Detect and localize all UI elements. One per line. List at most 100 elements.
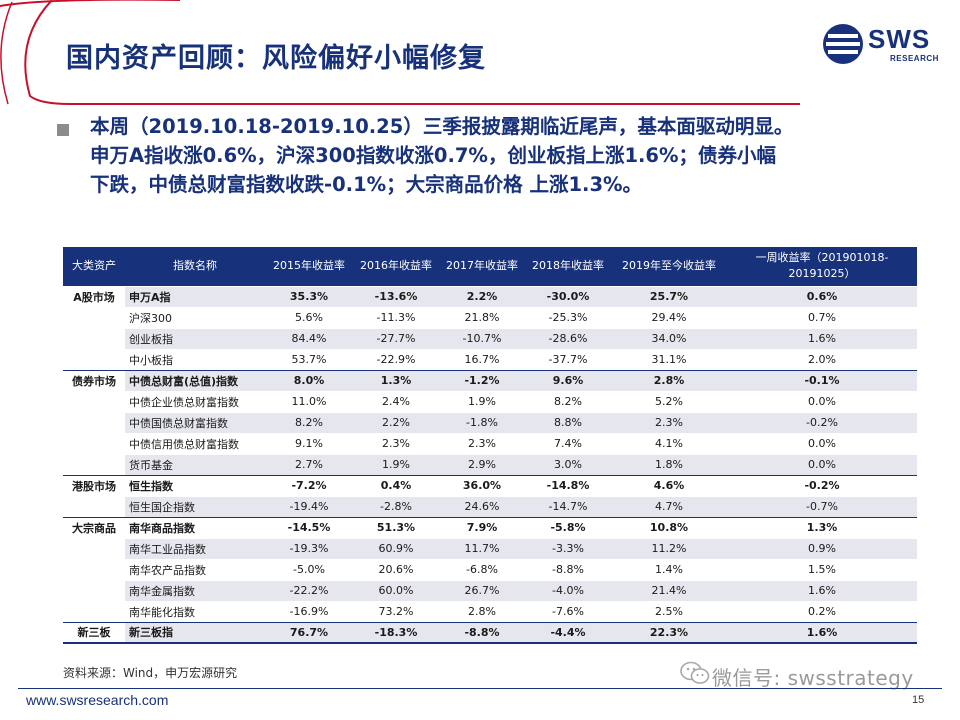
index-name-cell: 南华商品指数 (125, 516, 265, 538)
return-week-cell: 0.2% (727, 600, 917, 622)
index-name-cell: 创业板指 (125, 327, 265, 349)
return-2015-cell: -7.2% (265, 474, 353, 496)
footer-divider (18, 688, 942, 689)
return-ytd-cell: 4.6% (611, 474, 727, 496)
index-name-cell: 货币基金 (125, 453, 265, 475)
return-2016-cell: 60.9% (353, 537, 439, 559)
table-row: 中小板指 53.7% -22.9% 16.7% -37.7% 31.1% 2.0% (63, 348, 917, 370)
return-week-cell: 2.0% (727, 348, 917, 370)
return-ytd-cell: 4.7% (611, 495, 727, 517)
return-2016-cell: 0.4% (353, 474, 439, 496)
return-2016-cell: 20.6% (353, 558, 439, 580)
sws-logo-icon (823, 24, 863, 64)
return-ytd-cell: 1.4% (611, 558, 727, 580)
return-ytd-cell: 31.1% (611, 348, 727, 370)
table-row: 中债企业债总财富指数 11.0% 2.4% 1.9% 8.2% 5.2% 0.0% (63, 390, 917, 412)
return-2018-cell: -14.7% (525, 495, 611, 517)
return-2018-cell: 9.6% (525, 369, 611, 391)
return-2017-cell: 2.2% (439, 285, 525, 307)
asset-class-cell (63, 579, 125, 601)
return-ytd-cell: 1.8% (611, 453, 727, 475)
return-2016-cell: 2.3% (353, 432, 439, 454)
website-link[interactable]: www.swsresearch.com (26, 692, 169, 708)
return-2015-cell: 53.7% (265, 348, 353, 370)
index-name-cell: 新三板指 (125, 621, 265, 644)
return-week-cell: -0.1% (727, 369, 917, 391)
return-2017-cell: 1.9% (439, 390, 525, 412)
summary-line: 申万A指收涨0.6%，沪深300指数收涨0.7%，创业板指上涨1.6%；债券小幅 (90, 144, 777, 167)
index-name-cell: 中小板指 (125, 348, 265, 370)
return-week-cell: 0.6% (727, 285, 917, 307)
index-name-cell: 南华金属指数 (125, 579, 265, 601)
return-2016-cell: -11.3% (353, 306, 439, 328)
return-week-cell: 1.6% (727, 621, 917, 644)
sws-logo: SWS RESEARCH (822, 22, 940, 72)
return-week-cell: -0.2% (727, 411, 917, 433)
summary-line: 下跌，中债总财富指数收跌-0.1%；大宗商品价格 上涨1.3%。 (90, 173, 643, 196)
index-name-cell: 南华能化指数 (125, 600, 265, 622)
return-2018-cell: 8.8% (525, 411, 611, 433)
index-name-cell: 中债总财富(总值)指数 (125, 369, 265, 391)
return-2016-cell: -27.7% (353, 327, 439, 349)
return-ytd-cell: 34.0% (611, 327, 727, 349)
return-2016-cell: -2.8% (353, 495, 439, 517)
column-header: 2017年收益率 (439, 247, 525, 286)
return-ytd-cell: 2.3% (611, 411, 727, 433)
return-2018-cell: -5.8% (525, 516, 611, 538)
index-name-cell: 中债国债总财富指数 (125, 411, 265, 433)
asset-class-cell (63, 306, 125, 328)
return-ytd-cell: 10.8% (611, 516, 727, 538)
return-2015-cell: -19.4% (265, 495, 353, 517)
return-2017-cell: 7.9% (439, 516, 525, 538)
table-row: 创业板指 84.4% -27.7% -10.7% -28.6% 34.0% 1.6% (63, 327, 917, 349)
wechat-watermark: 微信号: swsstrategy (680, 660, 913, 692)
table-header-row: 大类资产 指数名称 2015年收益率 2016年收益率 2017年收益率 201… (63, 247, 917, 286)
return-2017-cell: -8.8% (439, 621, 525, 644)
data-source-note: 资料来源：Wind，申万宏源研究 (63, 666, 238, 680)
table-row: 沪深300 5.6% -11.3% 21.8% -25.3% 29.4% 0.7% (63, 306, 917, 328)
return-week-cell: -0.2% (727, 474, 917, 496)
return-2017-cell: 2.9% (439, 453, 525, 475)
asset-class-cell (63, 495, 125, 517)
index-name-cell: 申万A指 (125, 285, 265, 307)
return-2016-cell: 73.2% (353, 600, 439, 622)
return-2018-cell: -28.6% (525, 327, 611, 349)
return-2018-cell: -4.4% (525, 621, 611, 644)
asset-class-cell (63, 537, 125, 559)
table-row: 南华农产品指数 -5.0% 20.6% -6.8% -8.8% 1.4% 1.5% (63, 558, 917, 580)
return-2017-cell: 2.8% (439, 600, 525, 622)
return-2018-cell: -30.0% (525, 285, 611, 307)
table-row: 南华能化指数 -16.9% 73.2% 2.8% -7.6% 2.5% 0.2% (63, 600, 917, 622)
index-name-cell: 恒生国企指数 (125, 495, 265, 517)
wechat-icon (680, 661, 710, 684)
asset-class-cell (63, 600, 125, 622)
return-2017-cell: 24.6% (439, 495, 525, 517)
return-2015-cell: 5.6% (265, 306, 353, 328)
return-2016-cell: -13.6% (353, 285, 439, 307)
return-2015-cell: -5.0% (265, 558, 353, 580)
return-ytd-cell: 4.1% (611, 432, 727, 454)
page-number: 15 (912, 694, 925, 706)
return-2017-cell: -1.2% (439, 369, 525, 391)
return-ytd-cell: 2.8% (611, 369, 727, 391)
column-header: 指数名称 (125, 247, 265, 286)
table-row: 债券市场 中债总财富(总值)指数 8.0% 1.3% -1.2% 9.6% 2.8% -0.1… (63, 369, 917, 391)
return-2017-cell: 36.0% (439, 474, 525, 496)
return-2016-cell: -22.9% (353, 348, 439, 370)
return-week-cell: -0.7% (727, 495, 917, 517)
return-ytd-cell: 2.5% (611, 600, 727, 622)
table-row: 新三板 新三板指 76.7% -18.3% -8.8% -4.4% 22.3% 1.6% (63, 621, 917, 644)
table-row: 大宗商品 南华商品指数 -14.5% 51.3% 7.9% -5.8% 10.8% 1.3% (63, 516, 917, 538)
return-2015-cell: 84.4% (265, 327, 353, 349)
return-ytd-cell: 29.4% (611, 306, 727, 328)
table-row: 南华金属指数 -22.2% 60.0% 26.7% -4.0% 21.4% 1.6% (63, 579, 917, 601)
return-2015-cell: 35.3% (265, 285, 353, 307)
column-header: 2018年收益率 (525, 247, 611, 286)
asset-class-cell (63, 390, 125, 412)
return-2015-cell: 9.1% (265, 432, 353, 454)
asset-class-cell: 新三板 (63, 621, 125, 644)
return-2016-cell: 1.9% (353, 453, 439, 475)
index-name-cell: 南华农产品指数 (125, 558, 265, 580)
return-ytd-cell: 25.7% (611, 285, 727, 307)
return-2018-cell: 8.2% (525, 390, 611, 412)
